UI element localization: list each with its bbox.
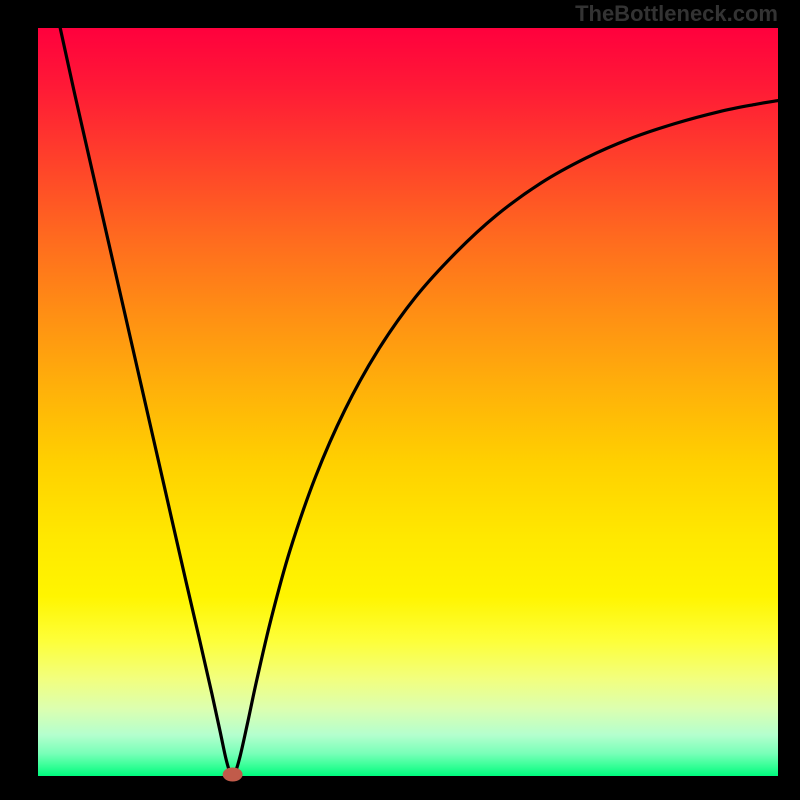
watermark-text: TheBottleneck.com [575,1,778,27]
chart-container: TheBottleneck.com [0,0,800,800]
plot-area [38,28,778,776]
